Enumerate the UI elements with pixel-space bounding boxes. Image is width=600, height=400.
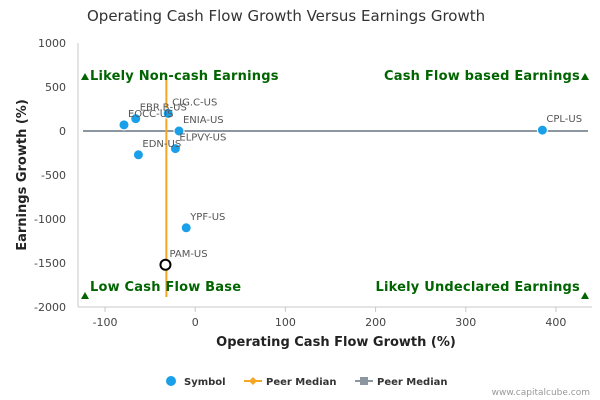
quadrant-label-bottom-left: Low Cash Flow Base <box>90 280 241 295</box>
data-point-ypf-us[interactable] <box>180 222 192 234</box>
y-tick-label: -500 <box>41 169 66 182</box>
data-point-edn-us[interactable] <box>132 149 144 161</box>
point-label-enia-us: ENIA-US <box>183 115 224 126</box>
chart-title: Operating Cash Flow Growth Versus Earnin… <box>87 7 485 25</box>
data-point-pam-us[interactable] <box>159 258 172 271</box>
plot-area: -100 0 100 200 300 40010005000-500-1000-1500-… <box>34 37 592 329</box>
legend-label-symbol: Symbol <box>184 377 226 388</box>
legend-label-peer-median-y: Peer Median <box>377 377 448 388</box>
y-tick-label: 1000 <box>38 37 66 50</box>
y-tick-label: 0 <box>59 125 66 138</box>
x-tick-label: 200 <box>365 316 386 329</box>
data-point-cig-c-us[interactable] <box>162 107 174 119</box>
y-tick-label: 500 <box>45 81 66 94</box>
data-point-eocc-us[interactable] <box>118 119 130 131</box>
x-axis-title: Operating Cash Flow Growth (%) <box>216 335 456 350</box>
legend-item-peer-median-y[interactable]: Peer Median <box>355 377 448 388</box>
y-tick-label: -1000 <box>34 213 66 226</box>
quadrant-label-top-right: Cash Flow based Earnings <box>384 69 580 84</box>
legend: Symbol Peer Median Peer Median <box>166 376 448 388</box>
x-tick-label: 400 <box>545 316 566 329</box>
point-label-eocc-us: EOCC-US <box>128 109 173 120</box>
credit-text: www.capitalcube.com <box>492 388 590 398</box>
y-tick-label: -2000 <box>34 301 66 314</box>
data-point-enia-us[interactable] <box>173 125 185 137</box>
point-label-pam-us: PAM-US <box>169 249 207 260</box>
data-point-elpvy-us[interactable] <box>169 143 181 155</box>
legend-item-symbol[interactable]: Symbol <box>166 376 226 388</box>
point-label-ebr-b-us: EBR.B-US <box>140 103 187 114</box>
legend-marker-peer-median-y <box>360 377 368 385</box>
quadrant-triangle-icon <box>81 73 89 80</box>
point-label-cpl-us: CPL-US <box>546 114 582 125</box>
quadrant-triangle-icon <box>581 73 589 80</box>
point-label-edn-us: EDN-US <box>142 139 181 150</box>
y-axis-title: Earnings Growth (%) <box>15 99 30 251</box>
x-tick-label: 300 <box>455 316 476 329</box>
legend-label-peer-median-x: Peer Median <box>266 377 337 388</box>
point-label-cig-c-us: CIG.C-US <box>172 97 217 108</box>
data-point-cpl-us[interactable] <box>536 124 548 136</box>
point-label-ypf-us: YPF-US <box>189 212 225 223</box>
y-tick-label: -1500 <box>34 257 66 270</box>
legend-marker-symbol <box>166 376 176 386</box>
legend-marker-peer-median-x <box>249 377 257 385</box>
quadrant-label-top-left: Likely Non-cash Earnings <box>90 69 279 84</box>
legend-item-peer-median-x[interactable]: Peer Median <box>244 377 337 388</box>
quadrant-triangle-icon <box>581 292 589 299</box>
point-label-elpvy-us: ELPVY-US <box>179 133 226 144</box>
x-tick-label: 0 <box>192 316 199 329</box>
data-point-ebr-b-us[interactable] <box>130 113 142 125</box>
x-tick-label: -100 <box>93 316 118 329</box>
x-tick-label: 100 <box>275 316 296 329</box>
quadrant-triangle-icon <box>81 292 89 299</box>
quadrant-label-bottom-right: Likely Undeclared Earnings <box>375 280 580 295</box>
